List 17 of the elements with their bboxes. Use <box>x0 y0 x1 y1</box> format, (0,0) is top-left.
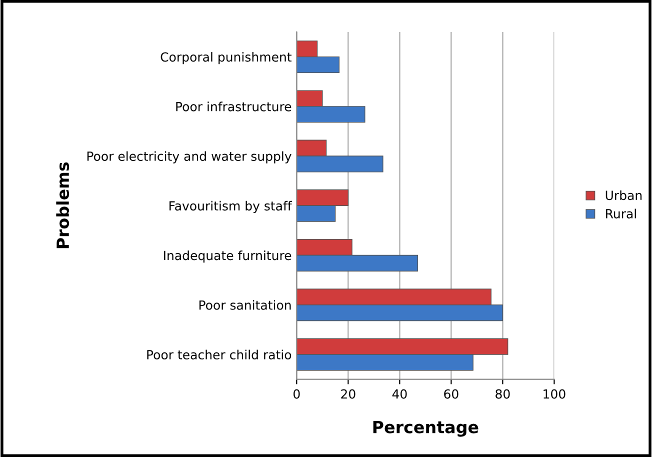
y-tick-label: Poor teacher child ratio <box>147 350 292 360</box>
y-tick-label: Poor electricity and water supply <box>87 151 292 164</box>
y-tick-label: Poor sanitation <box>199 300 291 310</box>
x-tick-label: 20 <box>341 389 356 399</box>
x-tick-label: 40 <box>392 389 407 399</box>
legend-label: Rural <box>606 208 636 218</box>
x-tick-label: 0 <box>294 389 300 399</box>
y-tick-label: Favouritism by staff <box>170 200 292 213</box>
legend-label: Urban <box>606 190 642 200</box>
x-tick-label: 100 <box>544 389 566 399</box>
y-tick-label: Inadequate furniture <box>164 250 292 263</box>
y-tick-label: Poor infrastructure <box>176 102 292 112</box>
y-tick-label: Corporal punishment <box>160 52 292 64</box>
x-axis-title: Percentage <box>373 420 478 437</box>
y-axis-title: Problems <box>56 162 70 248</box>
x-tick-label: 80 <box>496 389 510 399</box>
x-tick-label: 60 <box>444 389 458 399</box>
